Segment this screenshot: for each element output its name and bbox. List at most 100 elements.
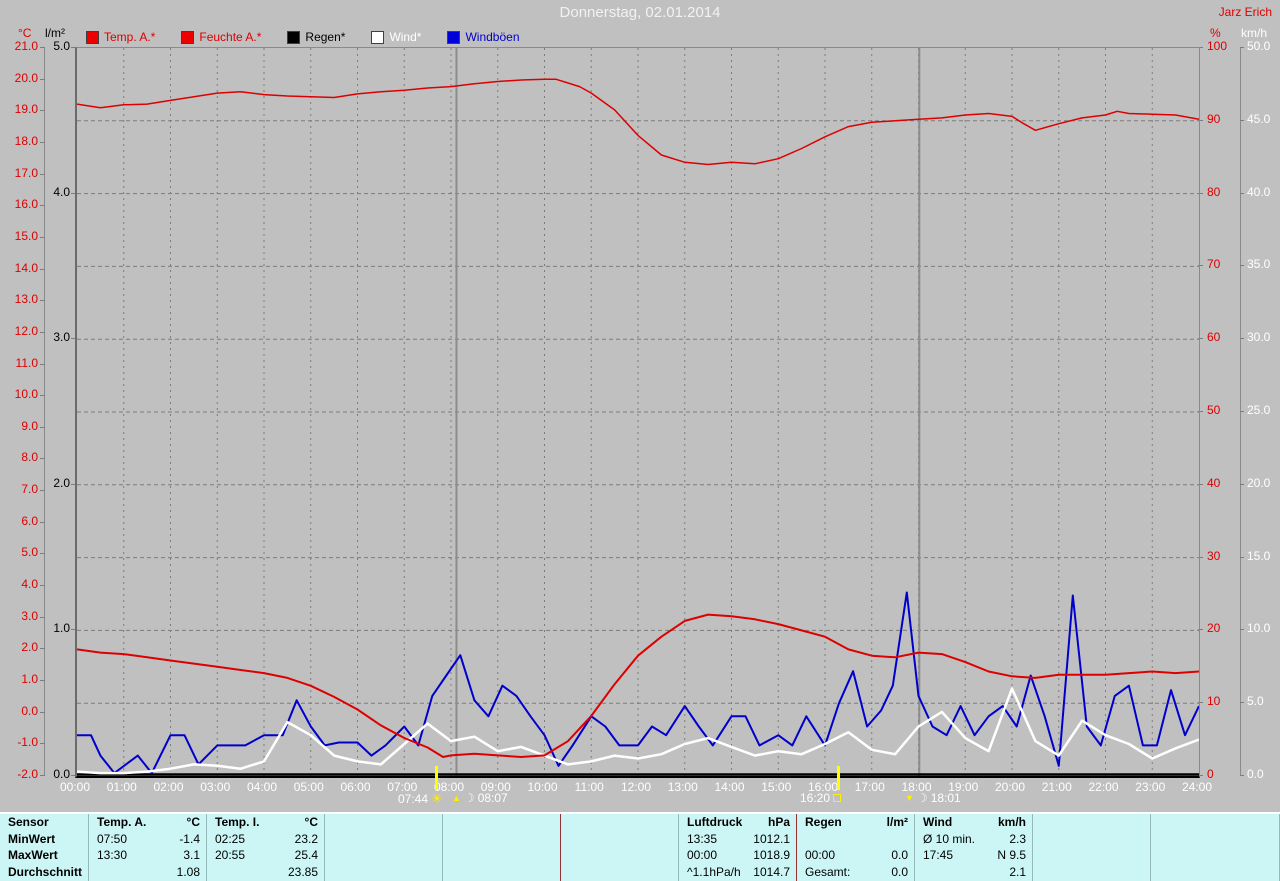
table-row — [443, 864, 560, 881]
table-cell: 1014.7 — [753, 864, 790, 879]
celsius-tick — [40, 236, 45, 238]
table-cell: 02:25 — [215, 831, 246, 846]
time-tick-label: 12:00 — [620, 780, 652, 794]
table-row-header: MinWert — [8, 831, 56, 846]
celsius-tick — [40, 521, 45, 523]
percent-tick-label: 80 — [1207, 184, 1221, 199]
celsius-tick-label: 5.0 — [21, 545, 38, 560]
kmh-tick-label: 50.0 — [1247, 39, 1271, 53]
table-cell: 13:30 — [97, 848, 128, 863]
time-tick-label: 17:00 — [854, 780, 885, 794]
table-row: 00:00 0.0 — [797, 847, 914, 864]
table-row: 23.85 — [207, 864, 324, 881]
rain-tick-label: 0.0 — [53, 767, 70, 781]
sunset-time: 16:20 — [800, 791, 831, 805]
table-row: Temp. A. °C — [89, 814, 206, 831]
celsius-tick — [40, 775, 45, 776]
rain-tick — [71, 47, 75, 48]
series-line-feuchtea — [76, 78, 1200, 166]
table-cell: 00:00 — [805, 848, 836, 863]
celsius-tick-label: 11.0 — [15, 355, 38, 370]
celsius-tick — [40, 743, 45, 745]
table-cell: ^1.1hPa/h — [687, 864, 741, 879]
table-cell: -1.4 — [179, 831, 200, 846]
celsius-tick-label: 15.0 — [14, 228, 38, 243]
celsius-tick — [40, 205, 45, 207]
table-row: 02:25 23.2 — [207, 831, 324, 848]
table-row: Temp. I. °C — [207, 814, 324, 831]
kmh-tick — [1240, 119, 1244, 121]
kmh-tick — [1240, 702, 1244, 704]
table-row: 00:00 1018.9 — [679, 847, 796, 864]
table-cell: 17:45 — [923, 848, 954, 863]
percent-tick-label: 40 — [1207, 475, 1221, 490]
kmh-tick-label: 20.0 — [1247, 475, 1271, 490]
table-column-tempa: Temp. A. °C 07:50 -1.4 13:30 3.1 1.08 — [89, 814, 207, 881]
table-row — [561, 814, 678, 831]
celsius-tick — [40, 616, 45, 618]
celsius-tick — [40, 268, 45, 270]
legend-item-humidity: Feuchte A.* — [181, 30, 261, 44]
table-cell: °C — [186, 815, 200, 830]
table-cell: Temp. A. — [97, 815, 147, 830]
celsius-tick — [40, 490, 45, 492]
table-column-regen: Regen l/m² 00:00 0.0 Gesamt: 0.0 — [797, 814, 915, 881]
table-column — [443, 814, 561, 881]
table-column-tempi: Temp. I. °C 02:25 23.2 20:55 25.4 23.85 — [207, 814, 325, 881]
table-row-header: MaxWert — [8, 848, 58, 863]
page-title: Donnerstag, 02.01.2014 — [559, 4, 721, 21]
table-row — [561, 847, 678, 864]
celsius-axis-line — [44, 47, 45, 775]
table-cell: 3.1 — [183, 848, 200, 863]
time-tick-label: 08:00 — [433, 780, 465, 794]
celsius-tick-label: 20.0 — [14, 70, 38, 85]
table-row: 20:55 25.4 — [207, 847, 324, 864]
time-tick-label: 15:00 — [761, 780, 792, 794]
celsius-tick — [40, 331, 45, 333]
table-cell: Luftdruck — [687, 815, 743, 830]
celsius-tick-label: 0.0 — [21, 703, 38, 718]
table-row: 13:35 1012.1 — [679, 831, 796, 848]
celsius-tick-label: 9.0 — [21, 418, 38, 433]
table-cell: 23.2 — [294, 831, 318, 846]
kmh-tick-label: 40.0 — [1247, 184, 1271, 199]
time-tick-label: 03:00 — [200, 780, 231, 794]
rain-tick — [71, 192, 75, 194]
kmh-tick-label: 25.0 — [1247, 403, 1271, 417]
time-tick-label: 07:00 — [387, 780, 418, 794]
kmh-tick — [1240, 411, 1244, 412]
celsius-tick-label: 2.0 — [21, 640, 38, 655]
celsius-tick — [40, 141, 45, 143]
celsius-tick — [40, 711, 45, 713]
kmh-tick-label: 30.0 — [1247, 330, 1271, 345]
celsius-tick — [40, 300, 45, 302]
celsius-tick-label: 7.0 — [21, 482, 38, 497]
percent-tick — [1198, 265, 1203, 267]
kmh-tick-label: 35.0 — [1247, 257, 1271, 272]
percent-tick — [1198, 192, 1203, 194]
table-row-header: Sensor — [8, 815, 49, 830]
table-cell: 20:55 — [215, 848, 246, 863]
celsius-tick — [40, 458, 45, 460]
table-cell: N 9.5 — [997, 848, 1026, 863]
percent-tick-label: 30 — [1207, 548, 1221, 563]
celsius-tick — [40, 78, 45, 80]
celsius-tick — [40, 426, 45, 428]
time-tick-label: 00:00 — [59, 780, 91, 794]
sunset-sun-icon — [833, 794, 842, 802]
kmh-tick — [1240, 629, 1244, 631]
time-tick-label: 13:00 — [667, 780, 698, 794]
table-cell: 13:35 — [687, 831, 718, 846]
table-row — [1151, 864, 1279, 881]
percent-tick — [1198, 338, 1203, 340]
table-row: 17:45 N 9.5 — [915, 847, 1032, 864]
legend-item-gusts: Windböen — [447, 30, 520, 44]
percent-tick-label: 10 — [1207, 694, 1221, 709]
celsius-tick-label: 18.0 — [14, 133, 38, 148]
percent-tick-label: 50 — [1207, 403, 1221, 417]
table-cell: Ø 10 min. — [923, 831, 976, 846]
celsius-tick — [40, 47, 45, 48]
time-tick-label: 20:00 — [994, 780, 1026, 794]
moonrise-time: 08:07 — [477, 791, 508, 805]
time-tick-label: 24:00 — [1181, 780, 1213, 794]
